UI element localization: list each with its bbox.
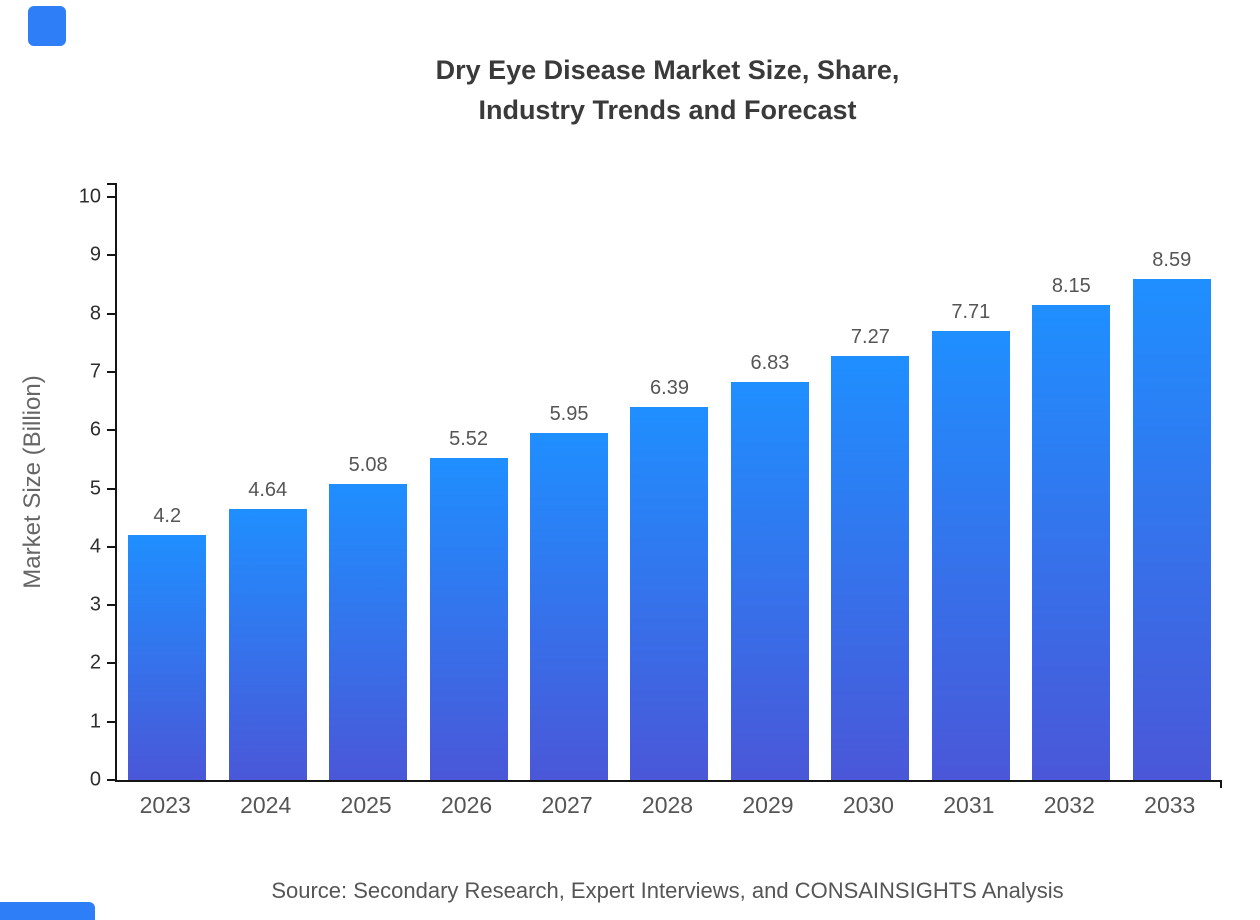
x-tick-label: 2029 <box>742 792 794 818</box>
x-tick-label: 2025 <box>340 792 392 818</box>
bar <box>530 433 609 780</box>
y-tick-label: 8 <box>89 302 101 325</box>
y-axis-end-tick <box>107 183 115 185</box>
bar-group: 6.83 <box>720 183 820 780</box>
bar-group: 8.59 <box>1122 183 1222 780</box>
y-axis-label: Market Size (Billion) <box>19 375 46 589</box>
x-tick-label: 2031 <box>943 792 995 818</box>
y-tick-label: 6 <box>89 418 101 441</box>
bar <box>1032 305 1111 780</box>
bar-value-label: 8.15 <box>1051 275 1091 297</box>
bar-value-label: 4.64 <box>248 479 288 501</box>
y-tick-label: 7 <box>89 360 101 383</box>
x-tick-label: 2027 <box>541 792 593 818</box>
x-axis-end-tick <box>1220 780 1222 788</box>
brand-mark-top-left <box>28 6 66 46</box>
y-tick-label: 9 <box>89 243 101 266</box>
x-tick-label: 2026 <box>441 792 493 818</box>
y-tick-label: 3 <box>89 593 101 616</box>
y-tick-mark <box>107 370 115 373</box>
bar-value-label: 5.52 <box>449 428 489 450</box>
x-tick-label: 2033 <box>1144 792 1196 818</box>
chart-title: Dry Eye Disease Market Size, Share, Indu… <box>435 55 900 125</box>
bar <box>931 331 1010 780</box>
x-axis-labels: 2023 2024 2025 2026 2027 2028 2029 2030 2031 2032… <box>115 792 1220 819</box>
bar-series: 4.2 4.64 5.08 5.52 5.95 6.39 6.83 7.27 7.71 8.15 8… <box>117 183 1222 780</box>
bar-group: 7.27 <box>820 183 920 780</box>
bar-group: 7.71 <box>921 183 1021 780</box>
y-tick-mark <box>107 604 115 607</box>
y-tick-mark <box>107 254 115 257</box>
bar <box>429 458 508 780</box>
y-tick-label: 1 <box>89 710 101 733</box>
bar <box>831 356 910 780</box>
y-tick-mark <box>107 662 115 665</box>
bar <box>128 535 207 780</box>
bar <box>228 509 307 780</box>
y-tick-label: 10 <box>78 185 101 208</box>
bar-group: 4.2 <box>117 183 217 780</box>
y-tick-mark <box>107 312 115 315</box>
y-tick-mark <box>107 487 115 490</box>
x-tick-label: 2024 <box>240 792 292 818</box>
bar-value-label: 7.27 <box>850 326 890 348</box>
y-tick-label: 0 <box>89 768 101 791</box>
bar-group: 8.15 <box>1021 183 1121 780</box>
y-tick-label: 2 <box>89 651 101 674</box>
x-tick-label: 2023 <box>139 792 191 818</box>
y-tick-mark <box>107 196 115 198</box>
brand-mark-bottom-left <box>0 902 95 920</box>
bar <box>329 484 408 780</box>
y-tick-mark <box>107 779 115 781</box>
bar-group: 5.95 <box>519 183 619 780</box>
bar-value-label: 6.39 <box>650 377 689 399</box>
y-tick-label: 5 <box>89 477 101 499</box>
bar-value-label: 5.08 <box>348 454 388 476</box>
source-note: Source: Secondary Research, Expert Inter… <box>271 878 1064 903</box>
bar <box>1132 279 1211 780</box>
y-tick-mark <box>107 545 115 548</box>
plot-area: 0 1 2 3 4 5 6 7 8 9 10 4.2 4.64 5.08 5.52 5.95 6.39 6.83… <box>79 183 1222 791</box>
y-tick-mark <box>107 720 115 723</box>
y-tick-mark <box>107 429 115 432</box>
x-tick-label: 2028 <box>641 792 694 818</box>
bar-value-label: 8.59 <box>1152 249 1192 271</box>
bar-group: 5.08 <box>318 183 418 780</box>
bar-group: 5.52 <box>418 183 518 780</box>
bar <box>630 407 709 780</box>
bar-value-label: 4.2 <box>153 505 182 527</box>
y-tick-label: 4 <box>89 535 101 558</box>
bar-value-label: 7.71 <box>951 301 991 323</box>
bar-value-label: 6.83 <box>750 352 790 374</box>
x-tick-label: 2032 <box>1043 792 1095 818</box>
bar-group: 6.39 <box>619 183 719 780</box>
x-tick-label: 2030 <box>842 792 894 818</box>
bar-value-label: 5.95 <box>549 403 589 425</box>
bar-group: 4.64 <box>217 183 317 780</box>
bar <box>730 382 809 780</box>
